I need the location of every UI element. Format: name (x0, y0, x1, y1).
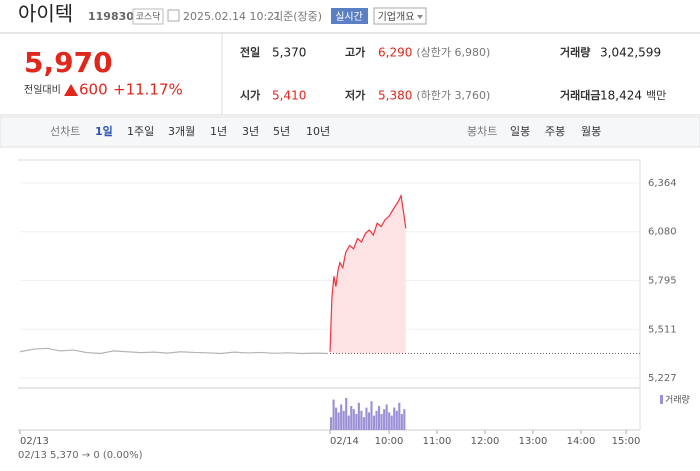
tab[interactable]: 일봉 (510, 124, 530, 138)
volume-bar (345, 398, 348, 430)
stock-code: 119830 (88, 10, 134, 23)
change-label: 전일대비 (24, 84, 61, 96)
volume-bar (350, 406, 353, 430)
stat-value: 6,290 (378, 46, 412, 60)
timestamp: 2025.02.14 10:21 (183, 10, 281, 23)
volume-bar (332, 399, 335, 430)
volume-bar (403, 409, 406, 430)
volume-bar (352, 409, 355, 430)
volume-bar (330, 417, 333, 430)
stat-label: 거래량 (560, 45, 590, 59)
volume-bar (362, 417, 365, 430)
volume-bar (395, 410, 398, 430)
stat-label: 전일 (240, 45, 260, 59)
x-tick-label: 15:00 (612, 436, 641, 447)
volume-bar (340, 404, 343, 430)
tab[interactable]: 주봉 (545, 125, 565, 138)
volume-bar (342, 410, 345, 430)
stat-value: 5,370 (272, 46, 306, 60)
stat-value: 3,042,599 (600, 46, 661, 60)
x-tick-label: 02/13 (20, 436, 49, 447)
tab[interactable]: 1주일 (127, 124, 154, 138)
tab[interactable]: 10년 (306, 125, 330, 138)
y-tick-label: 5,227 (648, 373, 677, 384)
chart-footer: 02/13 5,370 → 0 (0.00%) (18, 450, 143, 461)
stat-label: 시가 (240, 88, 260, 102)
stat-label: 고가 (345, 45, 365, 59)
x-tick-label: 13:00 (519, 436, 548, 447)
realtime: 실시간 (335, 11, 363, 23)
stat-value: 5,410 (272, 89, 306, 103)
volume-bar (388, 412, 391, 430)
tab-bar (0, 116, 700, 148)
y-tick-label: 5,795 (648, 276, 677, 287)
stat-value: 18,424 (600, 89, 642, 103)
stock-name: 아이텍 (18, 2, 73, 26)
basis: 기준(장중) (273, 10, 322, 23)
volume-bar (375, 410, 378, 430)
tab[interactable]: 3년 (242, 125, 259, 138)
stat-value: 5,380 (378, 89, 412, 103)
volume-bar (335, 407, 338, 430)
stat-note: 백만 (646, 89, 666, 102)
realtime-badge (331, 8, 368, 24)
dropdown-arrow (417, 15, 423, 19)
volume-legend-swatch (660, 395, 663, 404)
volume-bar (383, 409, 386, 430)
stat-label: 저가 (345, 88, 365, 102)
volume-bar (357, 402, 360, 430)
volume-bar (365, 407, 368, 430)
price: 5,970 (24, 46, 113, 79)
volume-bar (337, 412, 340, 430)
tab[interactable]: 3개월 (168, 125, 195, 138)
tab-group-label: 봉차트 (467, 125, 497, 138)
volume-bar (360, 410, 363, 430)
volume-bar (355, 414, 358, 430)
line (329, 193, 407, 352)
up-arrow (64, 84, 78, 96)
volume-bar (380, 414, 383, 430)
volume-bar (393, 407, 396, 430)
calendar-icon (167, 9, 180, 22)
line (19, 347, 329, 355)
stat-label: 거래대금 (560, 88, 600, 102)
y-tick-label: 6,364 (648, 178, 677, 189)
x-tick-label: 12:00 (471, 436, 500, 447)
volume-bar (372, 415, 376, 430)
y-tick-label: 5,511 (648, 324, 677, 335)
volume-bar (385, 404, 388, 430)
overview-button[interactable] (373, 7, 427, 25)
tab-group-label: 선차트 (50, 125, 80, 138)
x-tick-label: 02/14 (330, 436, 359, 447)
x-tick-label: 10:00 (375, 436, 404, 447)
volume-bar (378, 406, 381, 430)
rate: +11.17% (113, 81, 183, 99)
stat-note: (하한가 3,760) (416, 88, 490, 102)
y-tick-label: 6,080 (648, 227, 677, 238)
stat-note: (상한가 6,980) (416, 46, 490, 59)
volume-bar (370, 401, 373, 430)
x-tick-label: 11:00 (423, 436, 452, 447)
volume-bar (400, 414, 403, 430)
market-box (132, 8, 164, 25)
tab[interactable]: 1일 (95, 124, 113, 138)
volume-bar (390, 415, 393, 430)
tab[interactable]: 월봉 (581, 125, 601, 138)
tab[interactable]: 1년 (210, 125, 227, 138)
change: 600 (79, 81, 108, 99)
x-tick-label: 14:00 (567, 436, 596, 447)
overview[interactable]: 기업개요 (378, 10, 415, 23)
market: 코스닥 (136, 12, 161, 23)
tab[interactable]: 5년 (273, 125, 290, 138)
volume-bar (347, 415, 350, 430)
area (330, 195, 406, 354)
volume-bar (367, 412, 371, 430)
volume-bar (398, 402, 401, 430)
volume-legend: 거래량 (665, 394, 690, 406)
